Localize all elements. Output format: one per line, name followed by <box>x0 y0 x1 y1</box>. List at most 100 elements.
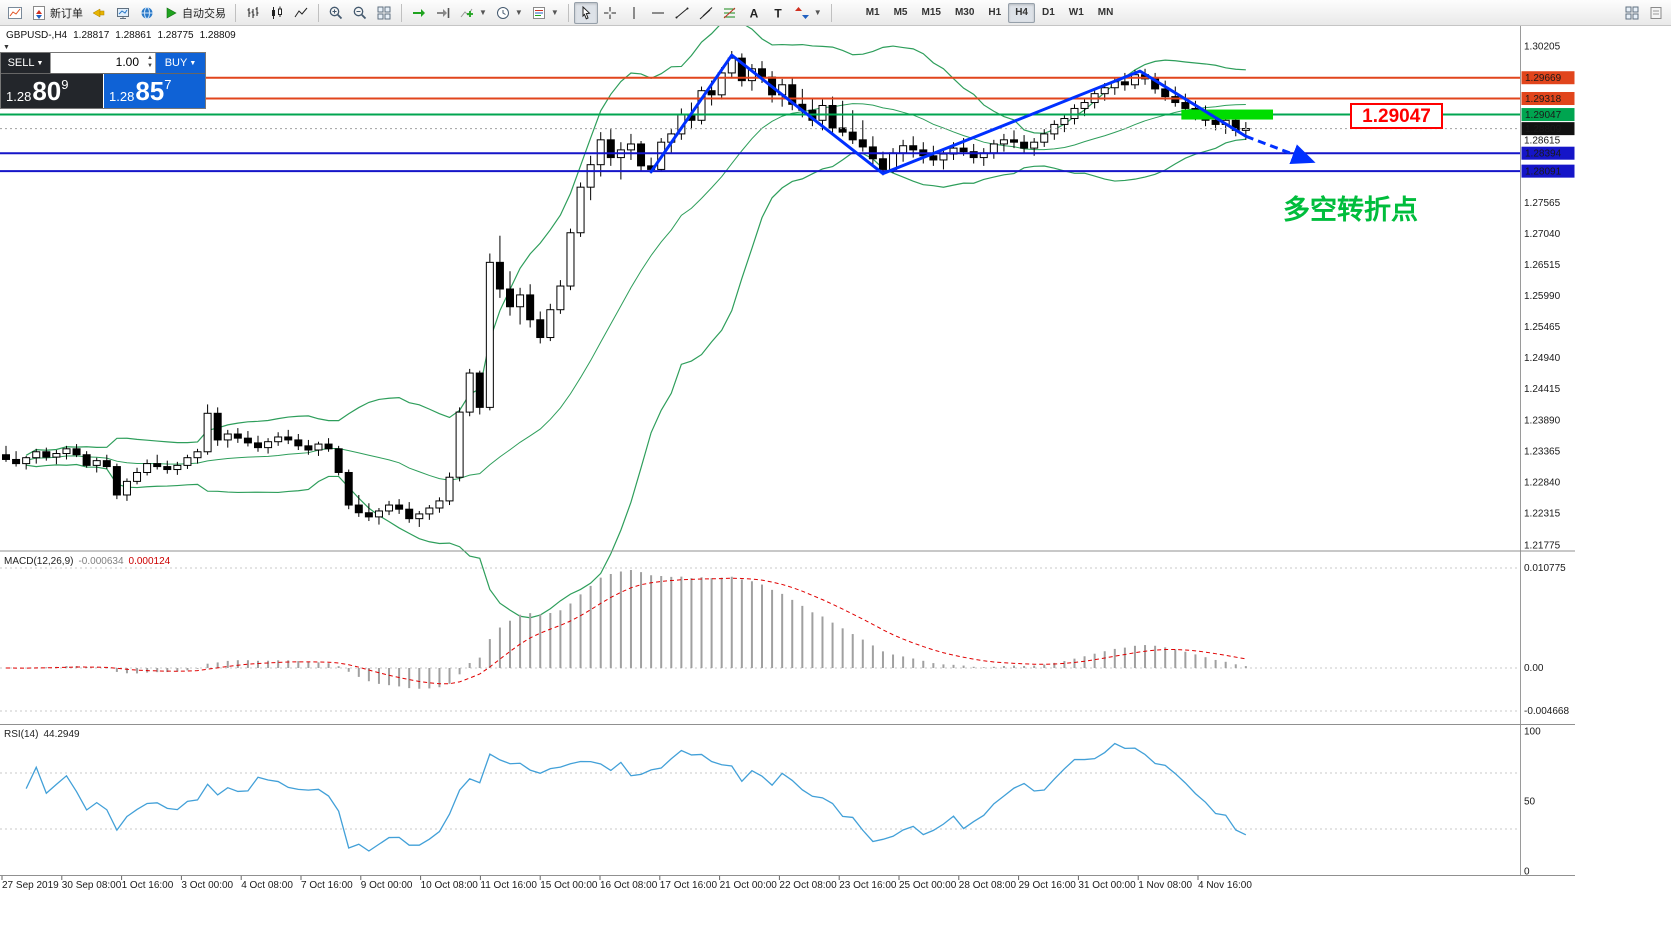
buy-price-sup: 7 <box>164 77 172 92</box>
svg-text:1.30205: 1.30205 <box>1524 42 1561 53</box>
zoom-in-icon[interactable] <box>324 2 348 24</box>
svg-text:1.23365: 1.23365 <box>1524 446 1561 457</box>
tile-windows-icon[interactable] <box>372 2 396 24</box>
charts-grid-icon[interactable] <box>3 2 27 24</box>
periods-icon[interactable]: ▼ <box>491 2 527 24</box>
toolbar-separator <box>830 3 832 22</box>
bars-icon[interactable] <box>241 2 265 24</box>
sell-price-sup: 9 <box>61 77 69 92</box>
svg-text:0.010775: 0.010775 <box>1524 563 1566 574</box>
channel-icon[interactable] <box>694 2 718 24</box>
svg-text:4 Oct 08:00: 4 Oct 08:00 <box>241 880 293 891</box>
svg-text:30 Sep 08:00: 30 Sep 08:00 <box>62 880 122 891</box>
line-chart-icon[interactable] <box>289 2 313 24</box>
svg-text:A: A <box>749 6 758 20</box>
tf-h4[interactable]: H4 <box>1008 2 1035 23</box>
one-click-trading-panel: SELL ▼ ▲▼ BUY ▼ 1.28 80 9 1.28 85 7 <box>0 52 206 109</box>
close-value: 1.28809 <box>199 30 236 41</box>
toolbar-separator <box>235 3 236 22</box>
svg-text:50: 50 <box>1524 797 1536 808</box>
svg-text:31 Oct 00:00: 31 Oct 00:00 <box>1078 880 1136 891</box>
toolbar-group-line-studies: A T ▼ <box>573 1 826 24</box>
crosshair-icon[interactable] <box>598 2 622 24</box>
macd-signal-value: 0.000124 <box>128 556 171 567</box>
candlesticks-icon[interactable] <box>265 2 289 24</box>
tf-d1[interactable]: D1 <box>1042 7 1055 18</box>
svg-text:16 Oct 08:00: 16 Oct 08:00 <box>600 880 658 891</box>
sell-button[interactable]: SELL ▼ <box>1 53 50 73</box>
svg-text:1.27040: 1.27040 <box>1524 229 1561 240</box>
lot-spinner[interactable]: ▲ ▼ <box>147 55 153 69</box>
horizontal-line-icon[interactable] <box>646 2 670 24</box>
svg-text:1 Oct 16:00: 1 Oct 16:00 <box>122 880 174 891</box>
svg-text:27 Sep 2019: 27 Sep 2019 <box>2 880 59 891</box>
sell-price-button[interactable]: 1.28 80 9 <box>1 74 103 108</box>
buy-button[interactable]: BUY ▼ <box>156 53 205 73</box>
svg-text:3 Oct 00:00: 3 Oct 00:00 <box>181 880 233 891</box>
turning-point-annotation[interactable]: 多空转折点 <box>1283 195 1418 225</box>
svg-text:22 Oct 08:00: 22 Oct 08:00 <box>779 880 837 891</box>
svg-text:1.23890: 1.23890 <box>1524 415 1561 426</box>
svg-text:1.21775: 1.21775 <box>1524 541 1561 552</box>
buy-price-button[interactable]: 1.28 85 7 <box>103 74 205 108</box>
tf-mn[interactable]: MN <box>1097 7 1114 18</box>
trade-panel-collapse-icon[interactable]: ▼ <box>3 44 10 51</box>
chevron-down-icon: ▼ <box>189 59 197 67</box>
svg-text:1.22840: 1.22840 <box>1524 477 1561 488</box>
community-icon[interactable] <box>135 2 159 24</box>
svg-text:T: T <box>774 6 782 20</box>
docs-icon[interactable] <box>1644 2 1668 24</box>
indicators-icon[interactable]: ▼ <box>455 2 491 24</box>
macd-indicator-label: MACD(12,26,9) -0.000634 0.000124 <box>4 556 170 567</box>
shift-chart-icon[interactable] <box>431 2 455 24</box>
toolbar-separator <box>318 3 319 22</box>
svg-text:17 Oct 16:00: 17 Oct 16:00 <box>660 880 718 891</box>
lot-size-field[interactable]: ▲▼ <box>50 53 156 73</box>
label-icon[interactable]: T <box>766 2 790 24</box>
new-order-button[interactable]: 新订单 <box>27 2 87 24</box>
svg-text:1.28091: 1.28091 <box>1525 167 1562 178</box>
buy-price-big: 85 <box>135 76 165 106</box>
tf-w1[interactable]: W1 <box>1068 7 1084 18</box>
tf-m5[interactable]: M5 <box>893 7 908 18</box>
arrows-icon[interactable]: ▼ <box>790 2 826 24</box>
svg-text:11 Oct 16:00: 11 Oct 16:00 <box>480 880 537 891</box>
tf-m30[interactable]: M30 <box>954 7 975 18</box>
svg-text:0: 0 <box>1524 867 1530 878</box>
price-callout-box[interactable]: 1.29047 <box>1350 103 1443 129</box>
buy-price-prefix: 1.28 <box>109 89 135 104</box>
svg-text:1.28809: 1.28809 <box>1525 124 1562 135</box>
window-layout-icon[interactable] <box>1620 2 1644 24</box>
alerts-horn-icon[interactable] <box>87 2 111 24</box>
fibonacci-icon[interactable] <box>718 2 742 24</box>
svg-text:1.25465: 1.25465 <box>1524 322 1561 333</box>
tf-m1[interactable]: M1 <box>865 7 880 18</box>
macd-main-value: -0.000634 <box>78 556 124 567</box>
macd-name: MACD(12,26,9) <box>4 556 74 567</box>
low-value: 1.28775 <box>157 30 194 41</box>
chart-canvas[interactable]: 1.30205 1.28615 1.27565 1.27040 1.26515 1.259… <box>0 26 1575 891</box>
rsi-indicator-label: RSI(14) 44.2949 <box>4 729 80 740</box>
tf-m15[interactable]: M15 <box>921 7 941 18</box>
svg-text:1.26515: 1.26515 <box>1524 260 1561 271</box>
chart-ohlc-header: GBPUSD-,H4 1.28817 1.28861 1.28775 1.28809 <box>6 30 242 41</box>
svg-text:0.00: 0.00 <box>1524 663 1544 674</box>
svg-text:29 Oct 16:00: 29 Oct 16:00 <box>1019 880 1077 891</box>
lot-size-input[interactable] <box>51 53 155 71</box>
toolbar-separator <box>401 3 402 22</box>
autotrading-button[interactable]: 自动交易 <box>159 2 230 24</box>
svg-text:23 Oct 16:00: 23 Oct 16:00 <box>839 880 897 891</box>
svg-text:7 Oct 16:00: 7 Oct 16:00 <box>301 880 353 891</box>
chevron-down-icon: ▼ <box>36 59 44 67</box>
templates-icon[interactable]: ▼ <box>527 2 563 24</box>
profile-chart-icon[interactable] <box>111 2 135 24</box>
buy-label: BUY <box>164 57 188 69</box>
vertical-line-icon[interactable] <box>622 2 646 24</box>
tf-h1[interactable]: H1 <box>988 7 1002 18</box>
cursor-icon[interactable] <box>573 1 598 24</box>
text-icon[interactable]: A <box>742 2 766 24</box>
zoom-out-icon[interactable] <box>348 2 372 24</box>
auto-scroll-icon[interactable] <box>407 2 431 24</box>
trendline-icon[interactable] <box>670 2 694 24</box>
svg-text:1.29318: 1.29318 <box>1525 94 1562 105</box>
